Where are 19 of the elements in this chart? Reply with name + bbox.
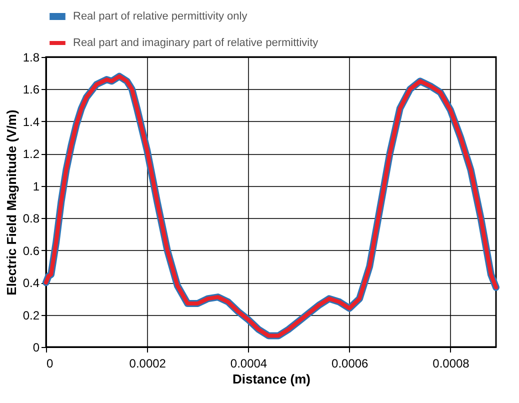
y-tick-label: 0.2 — [22, 308, 40, 322]
y-tick-label: 0.4 — [22, 276, 40, 290]
y-tick-label: 1.2 — [22, 147, 40, 162]
x-tick-label: 0.0004 — [230, 356, 268, 370]
y-axis-title: Electric Field Magnitude (V/m) — [4, 110, 19, 296]
legend-label: Real part and imaginary part of relative permittivity — [73, 37, 319, 49]
x-tick-label: 0.0008 — [432, 356, 470, 370]
y-tick-label: 1.6 — [22, 82, 40, 97]
x-tick-label: 0 — [46, 356, 54, 370]
y-tick-label: 0 — [32, 340, 40, 354]
y-tick-label: 1.8 — [22, 50, 40, 64]
legend-label: Real part of relative permittivity only — [73, 10, 248, 22]
y-tick-label: 1.4 — [22, 114, 40, 129]
x-axis-title: Distance (m) — [232, 372, 311, 386]
y-tick-label: 0.6 — [22, 244, 40, 258]
y-tick-label: 0.8 — [22, 212, 40, 226]
x-tick-label: 0.0006 — [332, 356, 369, 370]
y-tick-label: 1 — [32, 179, 40, 194]
x-tick-label: 0.0002 — [129, 356, 166, 370]
